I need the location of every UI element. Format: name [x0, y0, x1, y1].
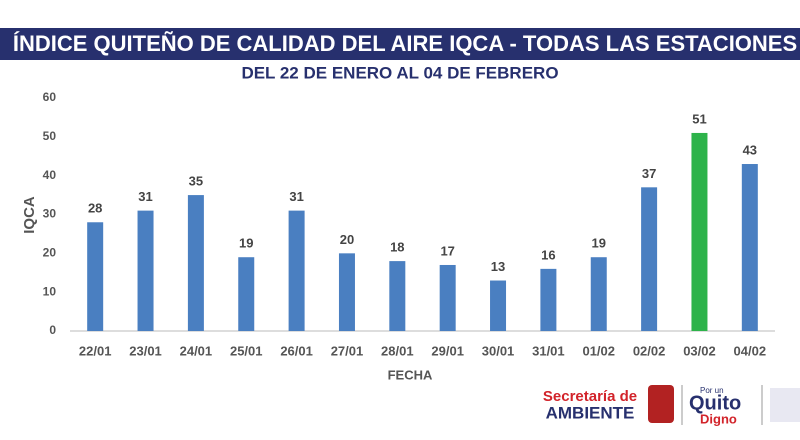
data-label: 35 — [189, 174, 203, 189]
x-tick-label: 29/01 — [431, 343, 464, 358]
x-tick-label: 02/02 — [633, 343, 666, 358]
bar — [540, 268, 557, 331]
bar — [490, 280, 507, 331]
bar — [137, 210, 154, 331]
data-label: 43 — [743, 142, 757, 157]
data-label: 31 — [138, 189, 152, 204]
y-tick-label: 50 — [43, 129, 57, 143]
y-tick-label: 0 — [49, 323, 56, 337]
title-banner — [0, 28, 800, 60]
bar — [87, 222, 104, 331]
data-label: 18 — [390, 240, 404, 255]
data-label: 51 — [692, 111, 706, 126]
x-tick-label: 31/01 — [532, 343, 565, 358]
y-axis-label: IQCA — [21, 196, 38, 234]
x-tick-label: 23/01 — [129, 343, 162, 358]
footer-logos: Secretaría de AMBIENTE Por un Quito Dign… — [543, 385, 800, 426]
x-tick-label: 03/02 — [683, 343, 716, 358]
bar — [288, 210, 305, 331]
data-label: 16 — [541, 247, 555, 262]
logo-text: Por un — [700, 386, 724, 395]
bar — [741, 164, 758, 331]
data-label: 19 — [592, 236, 606, 251]
x-tick-label: 30/01 — [482, 343, 515, 358]
data-label: 17 — [440, 243, 454, 258]
data-label: 37 — [642, 166, 656, 181]
data-label: 19 — [239, 236, 253, 251]
logo-text: AMBIENTE — [546, 403, 635, 422]
bar — [641, 187, 658, 331]
coat-of-arms — [648, 385, 674, 423]
data-label: 13 — [491, 259, 505, 274]
x-tick-label: 01/02 — [582, 343, 615, 358]
x-tick-label: 04/02 — [734, 343, 767, 358]
y-tick-label: 40 — [43, 168, 57, 182]
bicentenario-logo — [770, 388, 800, 422]
x-tick-label: 26/01 — [280, 343, 313, 358]
logo-text: Secretaría de — [543, 388, 637, 405]
data-label: 20 — [340, 232, 354, 247]
bar — [238, 257, 255, 331]
y-tick-label: 60 — [43, 90, 57, 104]
chart-subtitle: DEL 22 DE ENERO AL 04 DE FEBRERO — [241, 63, 558, 82]
x-tick-label: 27/01 — [331, 343, 364, 358]
bar — [338, 253, 355, 331]
y-tick-label: 10 — [43, 284, 57, 298]
data-label: 28 — [88, 201, 102, 216]
y-tick-label: 30 — [43, 207, 57, 221]
logo-text: Quito — [689, 392, 741, 414]
data-label: 31 — [289, 189, 303, 204]
x-tick-label: 22/01 — [79, 343, 112, 358]
x-axis-label: FECHA — [388, 367, 433, 382]
logo-text: Digno — [700, 411, 737, 426]
bar — [439, 264, 456, 331]
x-tick-label: 24/01 — [180, 343, 213, 358]
chart-title: ÍNDICE QUITEÑO DE CALIDAD DEL AIRE IQCA … — [13, 31, 797, 56]
x-tick-label: 28/01 — [381, 343, 414, 358]
y-tick-label: 20 — [43, 246, 57, 260]
bar — [691, 132, 708, 331]
bar — [187, 195, 204, 331]
x-tick-label: 25/01 — [230, 343, 263, 358]
bar — [590, 257, 607, 331]
bar — [389, 261, 406, 331]
